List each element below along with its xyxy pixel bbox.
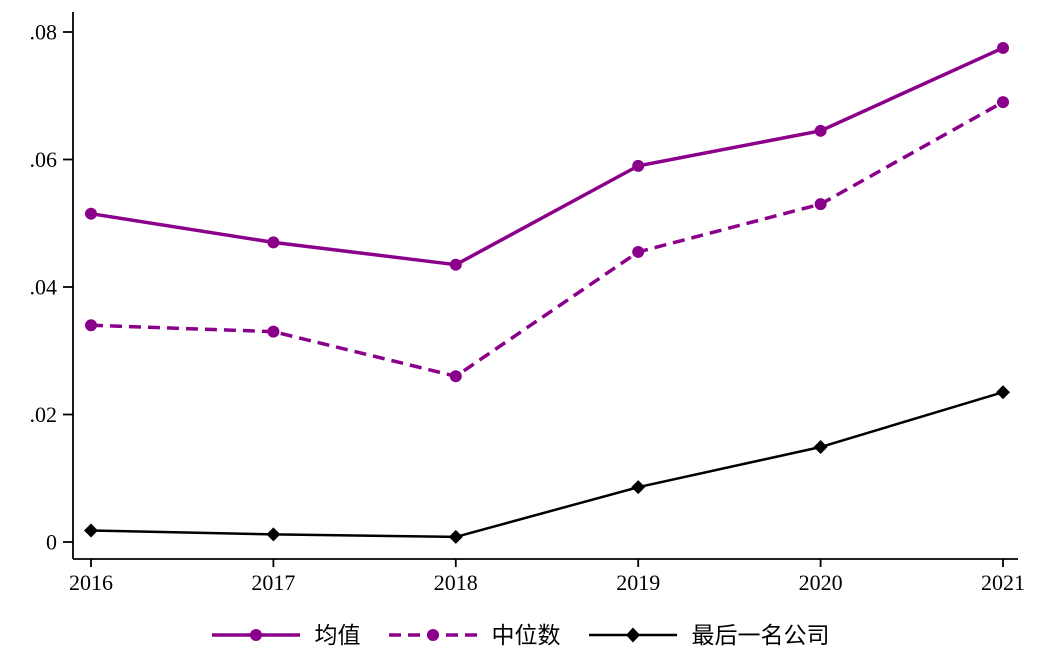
legend-swatch-median-dashed-line [388, 629, 477, 641]
legend-marker-circle-icon [249, 629, 262, 641]
y-axis-tick-label: 0 [46, 530, 57, 555]
series-marker-diamond-last-place-firm [448, 529, 463, 544]
x-axis-tick-label: 2016 [69, 570, 113, 595]
series-marker-circle-median [814, 198, 827, 211]
series-marker-diamond-last-place-firm [631, 480, 646, 495]
series-marker-circle-median [449, 370, 462, 383]
legend-marker-circle-icon [426, 629, 439, 641]
series-marker-circle-mean [632, 159, 645, 172]
series-line-last-place-firm [90, 390, 1004, 539]
x-axis-tick-label: 2017 [251, 570, 295, 595]
legend-item-mean: 均值 [210, 622, 361, 648]
series-marker-diamond-last-place-firm [813, 440, 828, 455]
series-marker-circle-median [632, 245, 645, 258]
series-marker-circle-mean [85, 207, 97, 220]
legend-marker-diamond-icon [625, 627, 640, 643]
series-marker-circle-median [85, 319, 97, 332]
legend-item-last-place-firm: 最后一名公司 [587, 622, 830, 648]
series-line-median [90, 100, 1004, 378]
legend-label-median: 中位数 [491, 622, 561, 648]
series-marker-circle-median [997, 96, 1009, 109]
legend-item-median: 中位数 [387, 622, 561, 648]
series-marker-diamond-last-place-firm [266, 527, 281, 542]
chart-legend: 均值 中位数 最后一名公司 [0, 614, 1039, 656]
x-axis-tick-label: 2019 [616, 570, 660, 595]
series-marker-circle-mean [267, 236, 280, 249]
series-marker-circle-mean [814, 124, 827, 137]
legend-swatch-last-place-solid-line [588, 627, 677, 643]
series-marker-circle-mean [997, 41, 1009, 54]
x-axis-tick-label: 2021 [981, 570, 1025, 595]
x-axis-tick-label: 2020 [799, 570, 843, 595]
y-axis-tick-label: .06 [30, 147, 58, 172]
legend-label-last-place-firm: 最后一名公司 [691, 622, 830, 648]
series-marker-diamond-last-place-firm [84, 523, 98, 538]
x-axis-tick-label: 2018 [434, 570, 478, 595]
series-marker-circle-mean [449, 258, 462, 271]
series-line-mean [90, 46, 1004, 267]
y-axis-tick-label: .04 [30, 275, 58, 300]
series-marker-circle-median [267, 325, 280, 338]
y-axis-tick-label: .02 [30, 402, 58, 427]
legend-swatch-mean-solid-line [211, 629, 300, 641]
series-marker-diamond-last-place-firm [996, 385, 1010, 400]
y-axis-tick-label: .08 [30, 20, 58, 45]
legend-label-mean: 均值 [314, 622, 361, 648]
